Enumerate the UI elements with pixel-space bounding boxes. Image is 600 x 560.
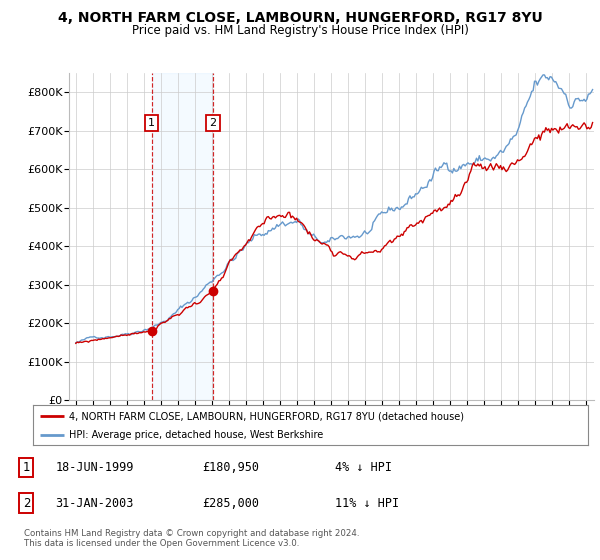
Text: 1: 1 (23, 461, 30, 474)
Text: 4, NORTH FARM CLOSE, LAMBOURN, HUNGERFORD, RG17 8YU: 4, NORTH FARM CLOSE, LAMBOURN, HUNGERFOR… (58, 11, 542, 25)
Text: HPI: Average price, detached house, West Berkshire: HPI: Average price, detached house, West… (69, 430, 323, 440)
Text: 4, NORTH FARM CLOSE, LAMBOURN, HUNGERFORD, RG17 8YU (detached house): 4, NORTH FARM CLOSE, LAMBOURN, HUNGERFOR… (69, 411, 464, 421)
Bar (152, 73, 213, 400)
Text: £285,000: £285,000 (202, 497, 259, 510)
Text: 2: 2 (209, 118, 217, 128)
Text: 18-JUN-1999: 18-JUN-1999 (55, 461, 134, 474)
Text: 4% ↓ HPI: 4% ↓ HPI (335, 461, 392, 474)
Text: 2: 2 (23, 497, 30, 510)
Text: Contains HM Land Registry data © Crown copyright and database right 2024.
This d: Contains HM Land Registry data © Crown c… (24, 529, 359, 548)
Text: Price paid vs. HM Land Registry's House Price Index (HPI): Price paid vs. HM Land Registry's House … (131, 24, 469, 37)
Text: 11% ↓ HPI: 11% ↓ HPI (335, 497, 398, 510)
Text: £180,950: £180,950 (202, 461, 259, 474)
Text: 1: 1 (148, 118, 155, 128)
Text: 31-JAN-2003: 31-JAN-2003 (55, 497, 134, 510)
